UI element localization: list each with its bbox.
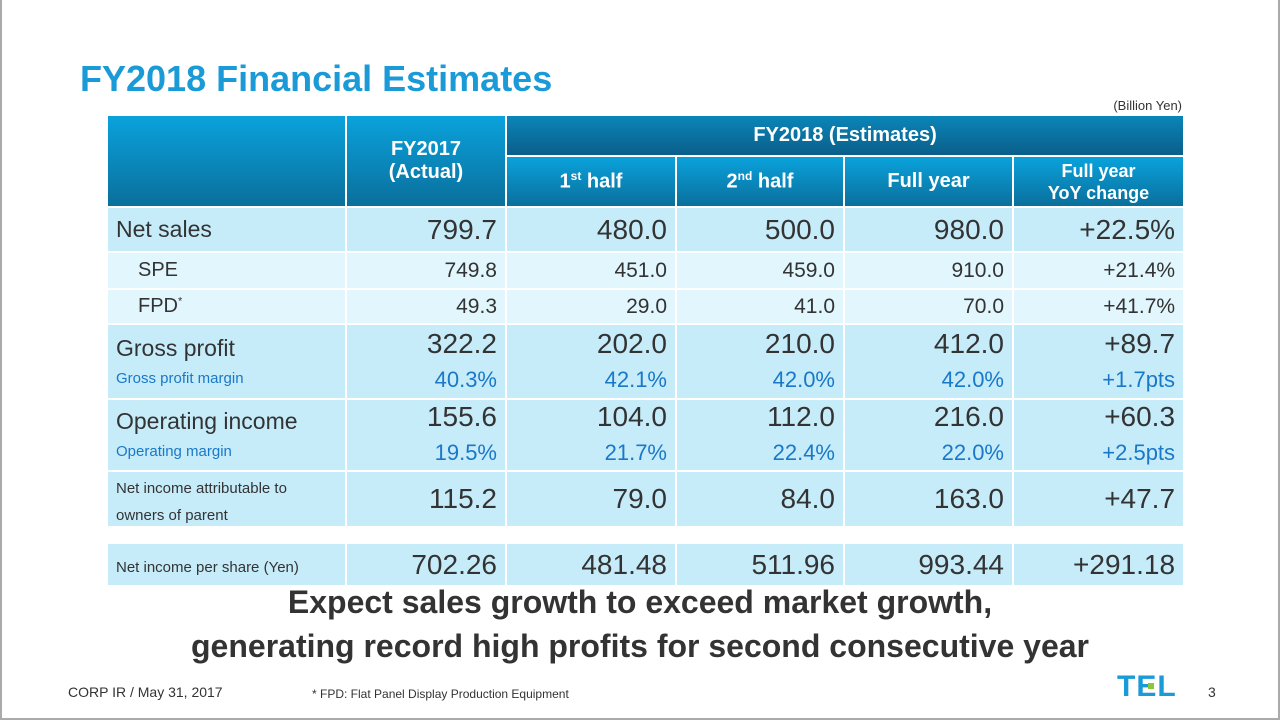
value-cell: 29.0 xyxy=(505,288,677,325)
table-row: FPD* 49.3 29.0 41.0 70.0 +41.7% xyxy=(106,288,1186,325)
value-cell: +21.4% xyxy=(1011,251,1186,290)
header-fy2018: FY2018 (Estimates) xyxy=(504,114,1186,157)
value-cell: 104.0 21.7% xyxy=(505,398,677,472)
value-cell: 49.3 xyxy=(345,288,507,325)
value-cell: 41.0 xyxy=(675,288,845,325)
value-cell: 70.0 xyxy=(843,288,1014,325)
value-cell: +41.7% xyxy=(1011,288,1186,325)
value-cell: 749.8 xyxy=(345,251,507,290)
value-cell: 511.96 xyxy=(675,542,845,587)
message-line-2: generating record high profits for secon… xyxy=(191,628,1089,664)
row-label: Net sales xyxy=(106,206,347,253)
value-cell: 412.0 42.0% xyxy=(843,323,1014,400)
table-row: Net income per share (Yen) 702.26 481.48 51… xyxy=(106,542,1186,587)
value-cell: 480.0 xyxy=(505,206,677,253)
value-cell: +60.3 +2.5pts xyxy=(1011,398,1186,472)
row-label: Net income attributable to owners of par… xyxy=(106,470,347,528)
slide-title: FY2018 Financial Estimates xyxy=(80,58,553,99)
tel-logo: TEL xyxy=(1117,670,1177,703)
header-full-year: Full year xyxy=(843,155,1014,208)
value-cell: 481.48 xyxy=(505,542,677,587)
value-cell: 84.0 xyxy=(675,470,845,528)
value-cell: 910.0 xyxy=(843,251,1014,290)
value-cell: 702.26 xyxy=(345,542,507,587)
page-number: 3 xyxy=(1208,684,1216,700)
table-row: SPE 749.8 451.0 459.0 910.0 +21.4% xyxy=(106,251,1186,290)
value-cell: 322.2 40.3% xyxy=(345,323,507,400)
value-cell: 216.0 22.0% xyxy=(843,398,1014,472)
value-cell: 459.0 xyxy=(675,251,845,290)
message-line-1: Expect sales growth to exceed market gro… xyxy=(287,584,993,620)
value-cell: 993.44 xyxy=(843,542,1014,587)
value-cell: 451.0 xyxy=(505,251,677,290)
value-cell: +22.5% xyxy=(1011,206,1186,253)
value-cell: 79.0 xyxy=(505,470,677,528)
header-yoy: Full year YoY change xyxy=(1011,155,1186,208)
unit-label: (Billion Yen) xyxy=(1113,98,1182,113)
value-cell: 500.0 xyxy=(675,206,845,253)
value-cell: 202.0 42.1% xyxy=(505,323,677,400)
table-row: Operating income Operating margin 155.6 19.… xyxy=(106,398,1186,472)
row-label: Operating income Operating margin xyxy=(106,398,347,472)
value-cell: 210.0 42.0% xyxy=(675,323,845,400)
header-blank xyxy=(106,114,347,208)
footnote: * FPD: Flat Panel Display Production Equ… xyxy=(312,687,569,701)
header-1st-half: 1st half xyxy=(505,155,677,208)
value-cell: 112.0 22.4% xyxy=(675,398,845,472)
value-cell: 115.2 xyxy=(345,470,507,528)
header-2nd-half: 2nd half xyxy=(675,155,845,208)
value-cell: 799.7 xyxy=(345,206,507,253)
row-label: Gross profit Gross profit margin xyxy=(106,323,347,400)
spacer-row xyxy=(107,527,1185,543)
value-cell: +47.7 xyxy=(1011,470,1186,528)
table-row: Gross profit Gross profit margin 322.2 40.3… xyxy=(106,323,1186,400)
header-fy2017: FY2017 (Actual) xyxy=(345,114,507,208)
value-cell: 980.0 xyxy=(843,206,1014,253)
table-row: Net sales 799.7 480.0 500.0 980.0 +22.5% xyxy=(106,206,1186,253)
row-label: FPD* xyxy=(106,288,347,325)
value-cell: 163.0 xyxy=(843,470,1014,528)
footer-left: CORP IR / May 31, 2017 xyxy=(68,684,223,700)
value-cell: +291.18 xyxy=(1011,542,1186,587)
row-label: Net income per share (Yen) xyxy=(106,542,347,587)
table-row: Net income attributable to owners of par… xyxy=(106,470,1186,528)
financial-table: FY2017 (Actual) FY2018 (Estimates) 1st ha… xyxy=(106,114,1186,587)
value-cell: +89.7 +1.7pts xyxy=(1011,323,1186,400)
row-label: SPE xyxy=(106,251,347,290)
value-cell: 155.6 19.5% xyxy=(345,398,507,472)
